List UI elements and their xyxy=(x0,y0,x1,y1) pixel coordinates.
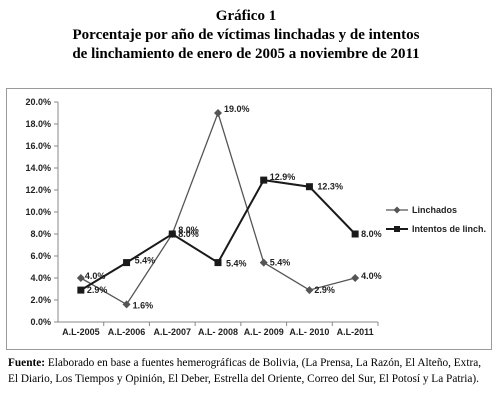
data-point-intentos xyxy=(305,183,313,191)
y-tick-label: 12.0% xyxy=(25,185,51,195)
y-tick-label: 20.0% xyxy=(25,97,51,107)
data-label: 12.9% xyxy=(270,172,296,182)
legend-label: Linchados xyxy=(412,205,457,215)
source-note: Fuente: Elaborado en base a fuentes heme… xyxy=(8,356,486,387)
source-label: Fuente: xyxy=(8,357,46,369)
y-tick-label: 6.0% xyxy=(30,251,51,261)
x-tick-label: A.L- 2008 xyxy=(198,327,238,337)
data-label: 8.0% xyxy=(178,229,199,239)
series-line-intentos xyxy=(80,179,356,291)
legend-marker-diamond xyxy=(393,206,401,214)
data-point-linchados xyxy=(351,274,360,282)
data-label: 8.0% xyxy=(178,225,199,235)
figure-label: Gráfico 1 xyxy=(215,8,277,24)
data-point-linchados xyxy=(305,286,314,295)
data-label: 4.0% xyxy=(361,271,382,281)
y-tick-label: 14.0% xyxy=(25,163,51,173)
data-point-linchados xyxy=(76,274,85,282)
data-point-intentos xyxy=(260,176,268,184)
chart-title-block: Gráfico 1 Porcentaje por año de víctimas… xyxy=(0,6,492,64)
chart-title-line-2: de linchamiento de enero de 2005 a novie… xyxy=(72,46,420,62)
data-label: 5.4% xyxy=(226,259,247,269)
y-tick-label: 4.0% xyxy=(30,273,51,283)
data-label: 8.0% xyxy=(361,229,382,239)
x-tick-label: A.L- 2010 xyxy=(289,327,329,337)
chart-title-line-1: Porcentaje por año de víctimas linchadas… xyxy=(72,27,420,43)
y-tick-label: 10.0% xyxy=(25,207,51,217)
x-tick-label: A.L- 2009 xyxy=(244,327,284,337)
series-line-linchados xyxy=(80,110,356,306)
x-tick-label: A.L-2006 xyxy=(108,327,146,337)
x-tick-label: A.L-2007 xyxy=(154,327,192,337)
legend-marker-square xyxy=(394,226,400,232)
x-tick-label: A.L-2011 xyxy=(337,327,374,337)
y-tick-label: 16.0% xyxy=(25,141,51,151)
data-point-intentos xyxy=(351,230,359,238)
data-label: 2.9% xyxy=(87,285,108,295)
data-label: 5.4% xyxy=(135,256,156,266)
data-label: 2.9% xyxy=(314,285,335,295)
data-label: 19.0% xyxy=(224,104,250,114)
data-label: 1.6% xyxy=(133,300,154,310)
y-tick-label: 2.0% xyxy=(30,295,51,305)
data-point-linchados xyxy=(214,109,222,117)
data-point-intentos xyxy=(168,230,176,238)
data-label: 4.0% xyxy=(85,271,106,281)
source-text: Elaborado en base a fuentes hemerográfic… xyxy=(8,357,482,385)
data-point-intentos xyxy=(214,259,222,267)
y-tick-label: 8.0% xyxy=(30,229,51,239)
data-point-linchados xyxy=(259,258,268,267)
legend-label: Intentos de linch. xyxy=(412,224,486,234)
data-point-linchados xyxy=(122,300,131,309)
y-tick-label: 18.0% xyxy=(25,119,51,129)
data-point-intentos xyxy=(77,286,85,294)
x-tick-label: A.L-2005 xyxy=(62,327,100,337)
data-label: 12.3% xyxy=(317,182,343,192)
y-tick-label: 0.0% xyxy=(30,317,51,327)
data-point-intentos xyxy=(123,259,131,267)
data-label: 5.4% xyxy=(270,258,291,268)
